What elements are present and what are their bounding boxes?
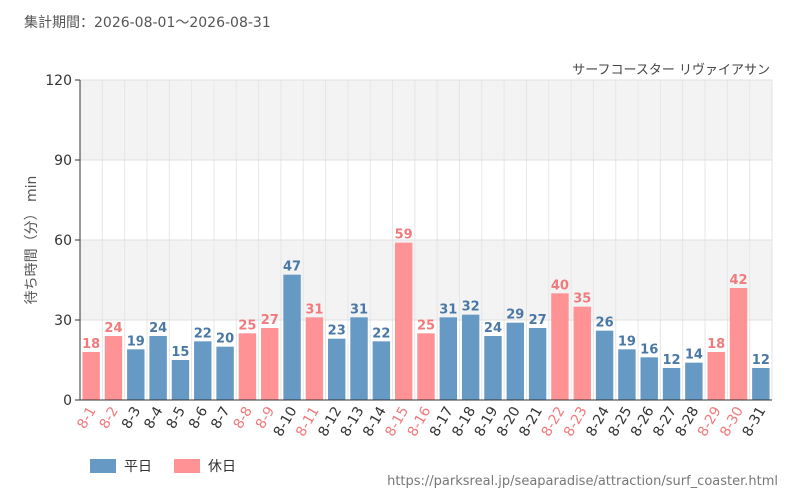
legend-holiday-swatch [174, 459, 200, 473]
bar [417, 333, 435, 400]
bar-value-label: 23 [328, 324, 346, 339]
bar [595, 330, 614, 400]
bar [685, 362, 703, 400]
bar-value-label: 16 [640, 342, 658, 357]
x-tick-label: 8-6 [186, 404, 211, 432]
bar-value-label: 22 [194, 326, 212, 341]
y-tick-label: 0 [63, 393, 72, 409]
bar [394, 242, 413, 400]
grid-band [80, 240, 772, 320]
bar [439, 317, 458, 400]
bar [82, 352, 100, 400]
bar-value-label: 19 [127, 334, 145, 349]
bar-value-label: 12 [663, 353, 681, 368]
y-tick-label: 90 [54, 153, 72, 169]
bar [461, 314, 480, 400]
x-tick-label: 8-31 [740, 404, 770, 440]
bar [127, 349, 145, 400]
bar-value-label: 35 [573, 292, 591, 307]
legend-weekday-swatch [90, 459, 116, 473]
bar [484, 336, 502, 400]
x-tick-label: 8-8 [231, 404, 256, 432]
axes: 0 30 60 90 120 [45, 73, 772, 409]
legend-holiday-label: 休日 [208, 459, 236, 475]
bar [707, 352, 725, 400]
bar-value-label: 31 [350, 302, 368, 317]
bar-value-label: 18 [707, 337, 725, 352]
bar [752, 368, 770, 400]
bar [194, 341, 212, 400]
bar [149, 336, 167, 400]
legend: 平日 休日 [90, 456, 258, 476]
bar-value-label: 19 [618, 334, 636, 349]
bars: 18 8-1 24 8-2 19 8-3 24 8-4 15 8-5 22 8-6 20 8-7 25 8-8… [74, 228, 770, 440]
bar [372, 341, 391, 400]
source-url: https://parksreal.jp/seaparadise/attract… [387, 474, 778, 489]
bar-value-label: 32 [462, 300, 480, 315]
bar-value-label: 20 [216, 332, 234, 347]
bar-value-label: 40 [551, 278, 569, 293]
bar [528, 328, 547, 400]
y-axis-label: 待ち時間（分） min [24, 176, 40, 305]
bar [305, 317, 324, 400]
bar-value-label: 29 [506, 308, 524, 323]
bar [662, 368, 681, 400]
bar [618, 349, 636, 400]
bar [104, 336, 123, 400]
x-tick-label: 8-3 [119, 404, 144, 432]
legend-weekday: 平日 [90, 456, 152, 476]
bar-value-label: 27 [261, 313, 279, 328]
bar [573, 306, 591, 400]
bar [238, 333, 257, 400]
legend-holiday: 休日 [174, 456, 236, 476]
y-tick-label: 120 [45, 73, 72, 89]
x-tick-label: 8-2 [97, 404, 122, 432]
bar-value-label: 22 [372, 326, 390, 341]
bar-value-label: 59 [395, 228, 413, 243]
bar [328, 338, 346, 400]
y-tick-label: 30 [54, 313, 72, 329]
bar-value-label: 26 [596, 316, 614, 331]
x-tick-label: 8-7 [208, 404, 233, 432]
bar-value-label: 12 [752, 353, 770, 368]
grid-band [80, 160, 772, 240]
bar-value-label: 24 [484, 321, 502, 336]
y-tick-label: 60 [54, 233, 72, 249]
bar-value-label: 24 [104, 321, 122, 336]
chart-title: サーフコースター リヴァイアサン [572, 62, 770, 78]
bar-value-label: 31 [439, 302, 457, 317]
bar [506, 322, 524, 400]
bar-value-label: 47 [283, 260, 301, 275]
bar-value-label: 24 [149, 321, 167, 336]
bar-value-label: 27 [529, 313, 547, 328]
bar [171, 360, 190, 400]
grid-band [80, 80, 772, 160]
x-tick-label: 8-1 [74, 404, 99, 432]
x-tick-label: 8-5 [164, 404, 189, 432]
bar [350, 317, 368, 400]
bar [216, 346, 234, 400]
bar-value-label: 31 [305, 302, 323, 317]
bar [261, 328, 279, 400]
bar [283, 274, 301, 400]
period-text: 集計期間：2026-08-01～2026-08-31 [24, 15, 271, 31]
bar-value-label: 25 [417, 318, 435, 333]
bar [729, 288, 748, 400]
bar-value-label: 42 [729, 273, 747, 288]
bar-value-label: 18 [82, 337, 100, 352]
bar-value-label: 25 [238, 318, 256, 333]
legend-weekday-label: 平日 [124, 459, 152, 475]
x-tick-label: 8-4 [141, 404, 166, 432]
bar [551, 293, 569, 400]
bar [640, 357, 658, 400]
bar-value-label: 14 [685, 348, 703, 363]
bar-value-label: 15 [171, 345, 189, 360]
